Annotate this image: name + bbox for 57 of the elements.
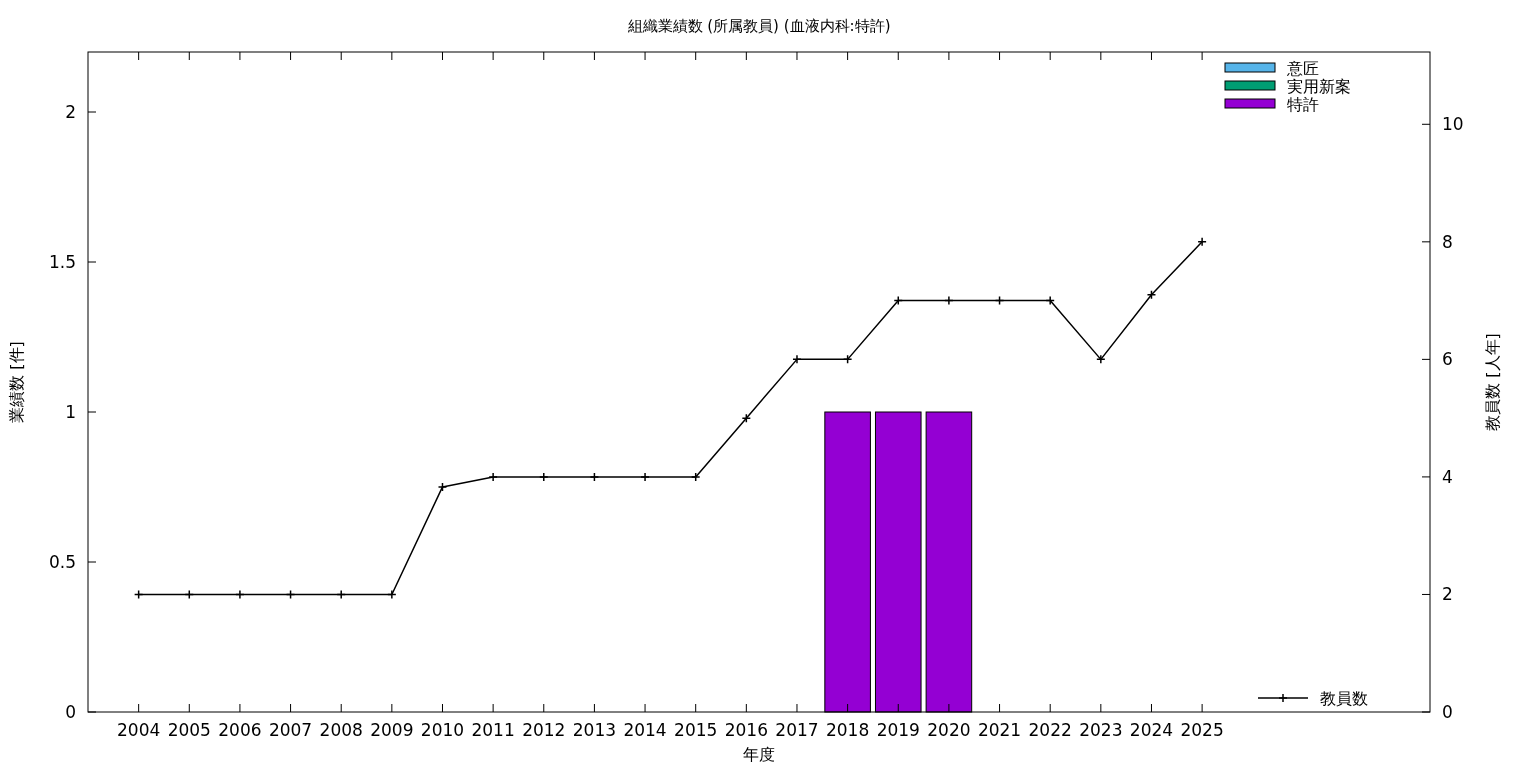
x-tick-label: 2007	[268, 720, 313, 740]
x-tick-label: 2008	[319, 720, 363, 740]
y2-tick-label: 2	[1442, 584, 1453, 605]
x-axis-title: 年度	[743, 745, 775, 764]
x-tick-label: 2004	[117, 720, 161, 740]
x-tick-label: 2011	[471, 720, 515, 740]
point	[437, 482, 448, 492]
legend-label: 教員数	[1320, 689, 1368, 708]
x-tick-label: 2021	[977, 720, 1022, 740]
legend-label: 意匠	[1286, 59, 1319, 78]
x-tick-label: 2023	[1079, 720, 1123, 740]
y2-tick-label: 0	[1442, 702, 1453, 722]
y-tick-label: 0.5	[48, 552, 76, 572]
x-tick-label: 2022	[1028, 720, 1072, 740]
point	[539, 472, 549, 482]
x-tick-label: 2010	[420, 720, 465, 740]
x-tick-label: 2012	[522, 720, 566, 740]
point	[589, 472, 600, 482]
point	[690, 472, 701, 482]
y2-tick-label: 8	[1442, 231, 1453, 252]
y-tick-label: 2	[65, 102, 76, 122]
y-axis-title: 業績数 [件]	[7, 341, 26, 423]
y2-tick-label: 6	[1442, 349, 1453, 370]
y-tick-label: 1.5	[48, 252, 76, 272]
x-tick-label: 2025	[1180, 720, 1224, 740]
y2-tick-label: 4	[1442, 466, 1453, 487]
point	[387, 589, 397, 600]
y-tick-label: 0	[65, 702, 76, 722]
chart-title: 組織業績数 (所属教員) (血液内科:特許)	[626, 17, 891, 35]
point	[741, 413, 752, 423]
x-tick-label: 2016	[724, 720, 768, 740]
x-tick-label: 2020	[927, 720, 971, 740]
key-y2: 教員数	[1257, 689, 1368, 708]
x-tick-label: 2015	[674, 720, 718, 740]
legend-label: 特許	[1287, 95, 1319, 114]
point	[336, 589, 346, 600]
x-tick-label: 2018	[825, 720, 870, 740]
x-tick-label: 2006	[218, 720, 262, 740]
x-tick-label: 2009	[370, 720, 414, 740]
point	[1096, 354, 1106, 365]
point	[1045, 295, 1055, 306]
y-tick-label: 1	[65, 402, 76, 422]
x-tick-label: 2014	[623, 720, 667, 740]
x-tick-label: 2005	[167, 720, 211, 740]
point	[944, 295, 954, 306]
x-tick-label: 2013	[572, 720, 617, 740]
x-tick-label: 2019	[876, 720, 920, 740]
point	[235, 589, 245, 600]
point	[640, 472, 650, 482]
legend-label: 実用新案	[1287, 77, 1351, 96]
point	[488, 472, 498, 482]
x-tick-label: 2024	[1129, 720, 1174, 740]
y2-axis-title: 教員数 [人年]	[1483, 333, 1502, 431]
x-tick-label: 2017	[775, 720, 819, 740]
point	[792, 354, 802, 365]
point	[1197, 237, 1207, 247]
y2-tick-label: 10	[1442, 114, 1464, 135]
